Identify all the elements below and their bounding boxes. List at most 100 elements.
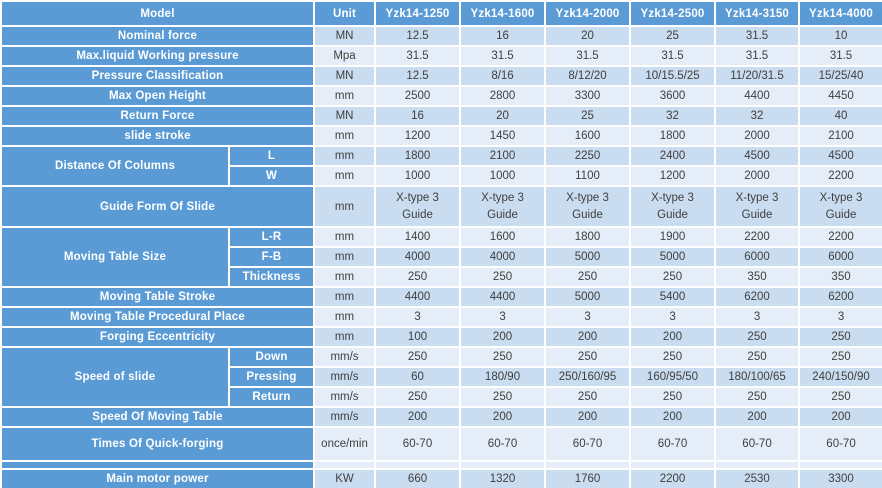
value-cell: 660	[374, 468, 462, 488]
value-cell: 180/90	[459, 366, 547, 388]
value-cell: 10/15.5/25	[629, 65, 717, 87]
unit-cell: mm	[313, 286, 377, 308]
value-cell: 250	[459, 346, 547, 368]
value-cell: 3	[798, 306, 882, 328]
row-label: Times Of Quick-forging	[0, 426, 316, 462]
table-row: F-B mm 4000 4000 5000 5000 6000 6000	[1, 246, 882, 268]
unit-cell: mm/s	[313, 346, 377, 368]
value-cell: 250	[629, 386, 717, 408]
value-cell: 60-70	[544, 426, 632, 462]
value-cell: 60	[374, 366, 462, 388]
value-cell: 16	[374, 105, 462, 127]
value-cell: 11/20/31.5	[714, 65, 801, 87]
value-cell: 3	[374, 306, 462, 328]
row-label: Forging Eccentricity	[0, 326, 316, 348]
table-row: W mm 1000 1000 1100 1200 2000 2200	[1, 165, 882, 187]
value-cell: 4450	[798, 85, 882, 107]
unit-cell: Mpa	[313, 45, 377, 67]
value-cell: 250	[714, 326, 801, 348]
value-cell: 4000	[374, 246, 462, 268]
value-cell: 31.5	[459, 45, 547, 67]
row-label: Moving Table Stroke	[0, 286, 316, 308]
value-cell: 250	[798, 326, 882, 348]
value-cell: 2250	[544, 145, 632, 167]
value-cell: 31.5	[714, 45, 801, 67]
value-cell: 2200	[629, 468, 717, 488]
value-cell: X-type 3 Guide	[544, 185, 632, 228]
value-cell: 2200	[714, 226, 801, 248]
table-row: Guide Form Of Slide mm X-type 3 Guide X-…	[0, 185, 882, 228]
value-cell: 200	[714, 406, 801, 428]
unit-cell: mm	[313, 125, 377, 147]
value-cell: 250	[544, 386, 632, 408]
unit-cell: MN	[313, 25, 377, 47]
value-cell: 20	[459, 105, 547, 127]
row-label: Guide Form Of Slide	[0, 185, 316, 228]
value-cell: 350	[714, 266, 801, 288]
value-cell: 10	[798, 25, 882, 47]
value-cell: 3600	[629, 85, 717, 107]
value-cell: 160/95/50	[629, 366, 717, 388]
value-cell: 16	[459, 25, 547, 47]
value-cell: X-type 3 Guide	[459, 185, 547, 228]
value-cell: 31.5	[544, 45, 632, 67]
table-row: Times Of Quick-forging once/min 60-70 60…	[0, 426, 882, 462]
table-row: Pressure Classification MN 12.5 8/16 8/1…	[0, 65, 882, 87]
value-cell: 3	[459, 306, 547, 328]
value-cell: 5000	[544, 246, 632, 268]
value-cell: 200	[629, 406, 717, 428]
group-label: Moving Table Size	[0, 226, 230, 288]
value-cell: 60-70	[374, 426, 462, 462]
value-cell: 60-70	[714, 426, 801, 462]
table-row: Nominal force MN 12.5 16 20 25 31.5 10	[0, 25, 882, 47]
model-column-header: Yzk14-2000	[544, 0, 632, 27]
value-cell: 250	[629, 346, 717, 368]
table-row: Moving Table Stroke mm 4400 4400 5000 54…	[0, 286, 882, 308]
value-cell: 8/12/20	[544, 65, 632, 87]
table-row: Speed Of Moving Table mm/s 200 200 200 2…	[0, 406, 882, 428]
value-cell: 2800	[459, 85, 547, 107]
unit-cell: mm	[313, 306, 377, 328]
value-cell: 1320	[459, 468, 547, 488]
table-row: Max Open Height mm 2500 2800 3300 3600 4…	[0, 85, 882, 107]
value-cell: 8/16	[459, 65, 547, 87]
sub-label: Thickness	[227, 266, 316, 288]
value-cell: 2200	[798, 226, 882, 248]
value-cell: 3	[629, 306, 717, 328]
spacer-cell	[544, 460, 632, 470]
unit-cell: mm	[313, 226, 377, 248]
value-cell: 250	[544, 266, 632, 288]
value-cell: 31.5	[714, 25, 801, 47]
value-cell: 60-70	[459, 426, 547, 462]
value-cell: 2000	[714, 165, 801, 187]
value-cell: 200	[629, 326, 717, 348]
value-cell: 200	[798, 406, 882, 428]
unit-cell: mm/s	[313, 366, 377, 388]
unit-header: Unit	[313, 0, 377, 27]
table-row: Return Force MN 16 20 25 32 32 40	[0, 105, 882, 127]
sub-label: L	[227, 145, 316, 167]
value-cell: 6200	[714, 286, 801, 308]
row-label: Main motor power	[0, 468, 316, 488]
value-cell: 250	[798, 386, 882, 408]
row-label: Max.liquid Working pressure	[0, 45, 316, 67]
group-label: Speed of slide	[0, 346, 230, 408]
value-cell: 1900	[629, 226, 717, 248]
row-label: Max Open Height	[0, 85, 316, 107]
row-label: slide stroke	[0, 125, 316, 147]
value-cell: 3	[544, 306, 632, 328]
value-cell: 4400	[459, 286, 547, 308]
unit-cell: MN	[313, 65, 377, 87]
spacer-cell	[0, 460, 316, 470]
value-cell: 250	[629, 266, 717, 288]
value-cell: 4500	[714, 145, 801, 167]
table-row: Thickness mm 250 250 250 250 350 350	[1, 266, 882, 288]
spacer-cell	[714, 460, 801, 470]
unit-cell: mm	[313, 145, 377, 167]
spacer-cell	[629, 460, 717, 470]
sub-label: Return	[227, 386, 316, 408]
value-cell: 31.5	[798, 45, 882, 67]
value-cell: 240/150/90	[798, 366, 882, 388]
